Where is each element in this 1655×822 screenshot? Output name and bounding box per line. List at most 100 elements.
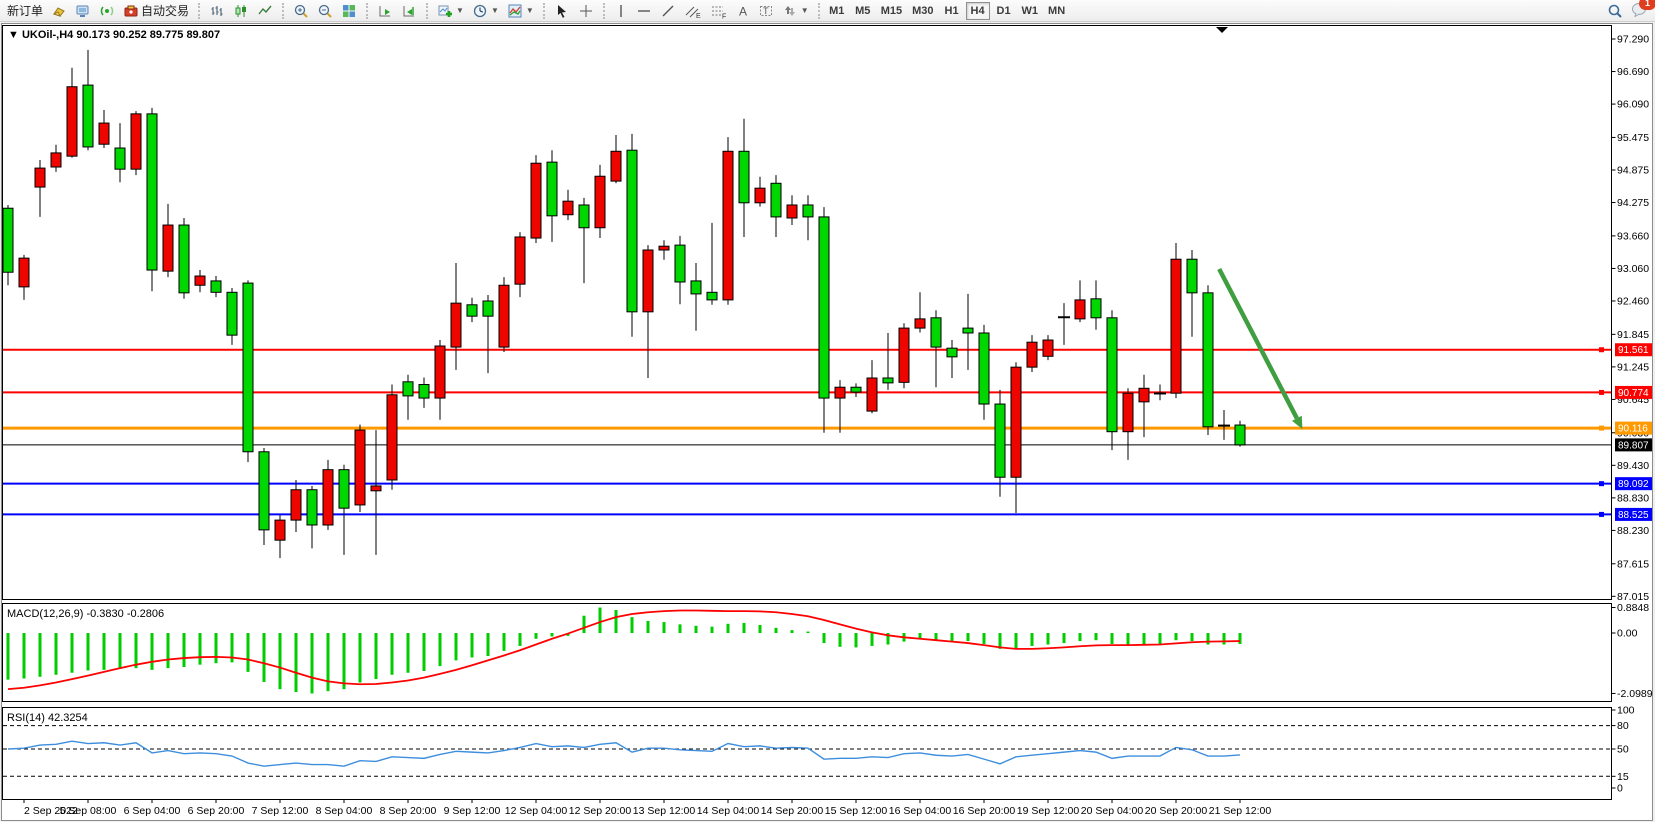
line-handle[interactable] [1599, 347, 1604, 353]
bear-candle [482, 300, 494, 317]
templates-button[interactable]: ▼ [503, 0, 538, 22]
bear-candle [706, 291, 718, 301]
macd-histogram-bar [1062, 633, 1066, 644]
vertical-line-button[interactable] [610, 0, 632, 22]
bear-candle [210, 280, 222, 293]
macd-histogram-bar [870, 633, 874, 646]
timeframe-h1[interactable]: H1 [944, 4, 959, 17]
timeframe-m30[interactable]: M30 [912, 4, 934, 17]
horizontal-line-button[interactable] [632, 0, 656, 22]
timeframe-mn[interactable]: MN [1048, 4, 1066, 17]
fibonacci-button[interactable]: F [706, 0, 732, 22]
auto-scroll-button[interactable] [373, 0, 397, 22]
timeframe-m1[interactable]: M1 [829, 4, 845, 17]
macd-histogram-bar [918, 633, 922, 640]
timeframe-m5[interactable]: M5 [855, 4, 871, 17]
zoom-in-button[interactable] [289, 0, 313, 22]
macd-histogram-bar [1238, 633, 1242, 645]
price-axis-label: 96.090 [1617, 99, 1649, 111]
rsi-axis-label: 100 [1617, 705, 1635, 717]
macd-histogram-bar [758, 624, 762, 633]
zoom-out-button[interactable] [313, 0, 337, 22]
bear-candle [82, 84, 94, 148]
time-axis-label: 8 Sep 04:00 [316, 805, 373, 817]
bear-candle [306, 489, 318, 526]
market-watch-button[interactable] [71, 0, 95, 22]
tile-windows-button[interactable] [337, 0, 361, 22]
bear-candle [738, 150, 750, 204]
price-axis-label: 88.230 [1617, 525, 1649, 537]
macd-panel [2, 603, 1612, 702]
line-handle[interactable] [1599, 425, 1604, 431]
add-indicator-button[interactable]: ▼ [433, 0, 468, 22]
timeframe-h4[interactable]: H4 [965, 1, 990, 20]
periods-button[interactable]: ▼ [468, 0, 503, 22]
macd-histogram-bar [1110, 633, 1114, 644]
bear-candle [1234, 424, 1246, 446]
search-icon[interactable] [1607, 3, 1623, 19]
line-handle[interactable] [1599, 389, 1604, 395]
macd-histogram-bar [1078, 633, 1082, 642]
gold-button[interactable] [47, 0, 71, 22]
price-axis-label: 89.430 [1617, 460, 1649, 472]
line-handle[interactable] [1599, 481, 1604, 487]
macd-histogram-bar [102, 633, 106, 670]
macd-histogram-bar [214, 633, 218, 664]
down-arrow-head[interactable] [1291, 415, 1303, 429]
bear-candle [818, 216, 830, 399]
down-arrow-annotation[interactable] [1217, 267, 1299, 420]
autotrade-button[interactable]: 自动交易 [119, 0, 193, 22]
timeframe-m15[interactable]: M15 [880, 4, 903, 17]
line-chart-button[interactable] [253, 0, 277, 22]
price-axis-label: 94.275 [1617, 197, 1649, 209]
equidistant-channel-button[interactable]: E [680, 0, 706, 22]
signals-button[interactable] [95, 0, 119, 22]
bear-candle [2, 207, 14, 273]
new-order-button[interactable]: 新订单 [3, 0, 47, 22]
bull-candle [594, 175, 606, 229]
timeframe-w1[interactable]: W1 [1021, 4, 1039, 17]
bear-candle [114, 147, 126, 170]
cursor-button[interactable] [550, 0, 574, 22]
bull-candle [722, 150, 734, 301]
macd-histogram-bar [278, 633, 282, 690]
price-badge-label: 90.116 [1618, 424, 1648, 435]
bear-candle [626, 149, 638, 313]
chart-shift-marker[interactable] [1216, 27, 1228, 33]
candlestick-chart-button[interactable] [229, 0, 253, 22]
arrows-button[interactable]: ▼ [778, 0, 813, 22]
macd-signal-line [7, 609, 1241, 691]
macd-histogram-bar [390, 633, 394, 675]
macd-histogram-bar [1142, 633, 1146, 645]
bear-candle [770, 182, 782, 218]
bear-candle [226, 291, 238, 336]
macd-histogram-bar [470, 633, 474, 658]
bear-candle [674, 244, 686, 283]
macd-histogram-bar [854, 633, 858, 648]
price-chart[interactable]: 97.290 96.690 96.090 95.475 94.875 94.275 93.6… [2, 24, 1652, 820]
trendline-button[interactable] [656, 0, 680, 22]
price-axis-label: 93.060 [1617, 263, 1649, 275]
market-watch-icon [76, 5, 89, 17]
bull-candle [898, 327, 910, 383]
bar-chart-button[interactable] [205, 0, 229, 22]
notifications-button[interactable]: 1 [1631, 0, 1655, 22]
chart-shift-button[interactable] [397, 0, 421, 22]
time-axis-label: 5 Sep 08:00 [60, 805, 117, 817]
bear-candle [178, 224, 190, 294]
text-label-button[interactable]: T [754, 0, 778, 22]
auto-scroll-icon [379, 5, 391, 16]
macd-histogram-bar [6, 633, 10, 680]
text-button[interactable]: A [732, 0, 754, 22]
line-handle[interactable] [1599, 511, 1604, 517]
bull-candle [290, 489, 302, 521]
timeframe-d1[interactable]: D1 [996, 4, 1011, 17]
bear-candle [1202, 292, 1214, 428]
crosshair-button[interactable] [574, 0, 598, 22]
fibonacci-icon: F [711, 6, 726, 19]
chart-shift-icon [403, 5, 415, 16]
macd-histogram-bar [134, 633, 138, 669]
macd-histogram-bar [246, 633, 250, 672]
zoom-in-icon [294, 4, 308, 18]
templates-icon [508, 4, 522, 17]
